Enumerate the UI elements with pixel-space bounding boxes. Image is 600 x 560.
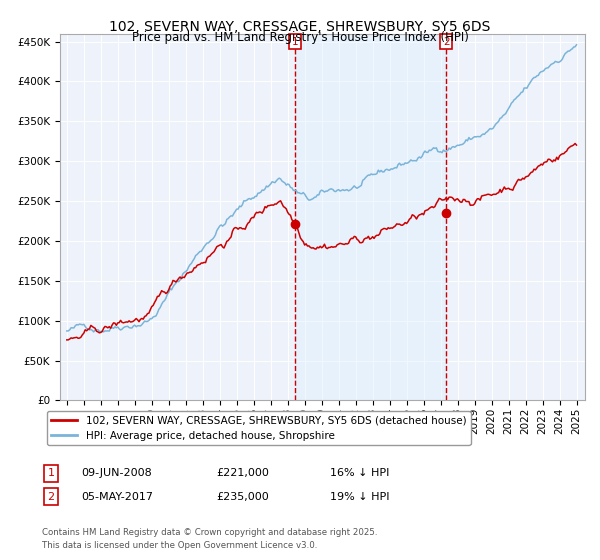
Text: 16% ↓ HPI: 16% ↓ HPI	[330, 468, 389, 478]
Text: 2: 2	[47, 492, 55, 502]
Bar	[295, 34, 446, 400]
Text: £221,000: £221,000	[216, 468, 269, 478]
Text: 1: 1	[292, 36, 298, 46]
Text: 2: 2	[443, 36, 449, 46]
Text: Contains HM Land Registry data © Crown copyright and database right 2025.
This d: Contains HM Land Registry data © Crown c…	[42, 529, 377, 550]
Text: 1: 1	[47, 468, 55, 478]
Text: 102, SEVERN WAY, CRESSAGE, SHREWSBURY, SY5 6DS: 102, SEVERN WAY, CRESSAGE, SHREWSBURY, S…	[109, 20, 491, 34]
Text: 09-JUN-2008: 09-JUN-2008	[81, 468, 152, 478]
Text: Price paid vs. HM Land Registry's House Price Index (HPI): Price paid vs. HM Land Registry's House …	[131, 31, 469, 44]
Legend: 102, SEVERN WAY, CRESSAGE, SHREWSBURY, SY5 6DS (detached house), HPI: Average pr: 102, SEVERN WAY, CRESSAGE, SHREWSBURY, S…	[47, 411, 470, 445]
Text: 19% ↓ HPI: 19% ↓ HPI	[330, 492, 389, 502]
Text: 05-MAY-2017: 05-MAY-2017	[81, 492, 153, 502]
Text: £235,000: £235,000	[216, 492, 269, 502]
